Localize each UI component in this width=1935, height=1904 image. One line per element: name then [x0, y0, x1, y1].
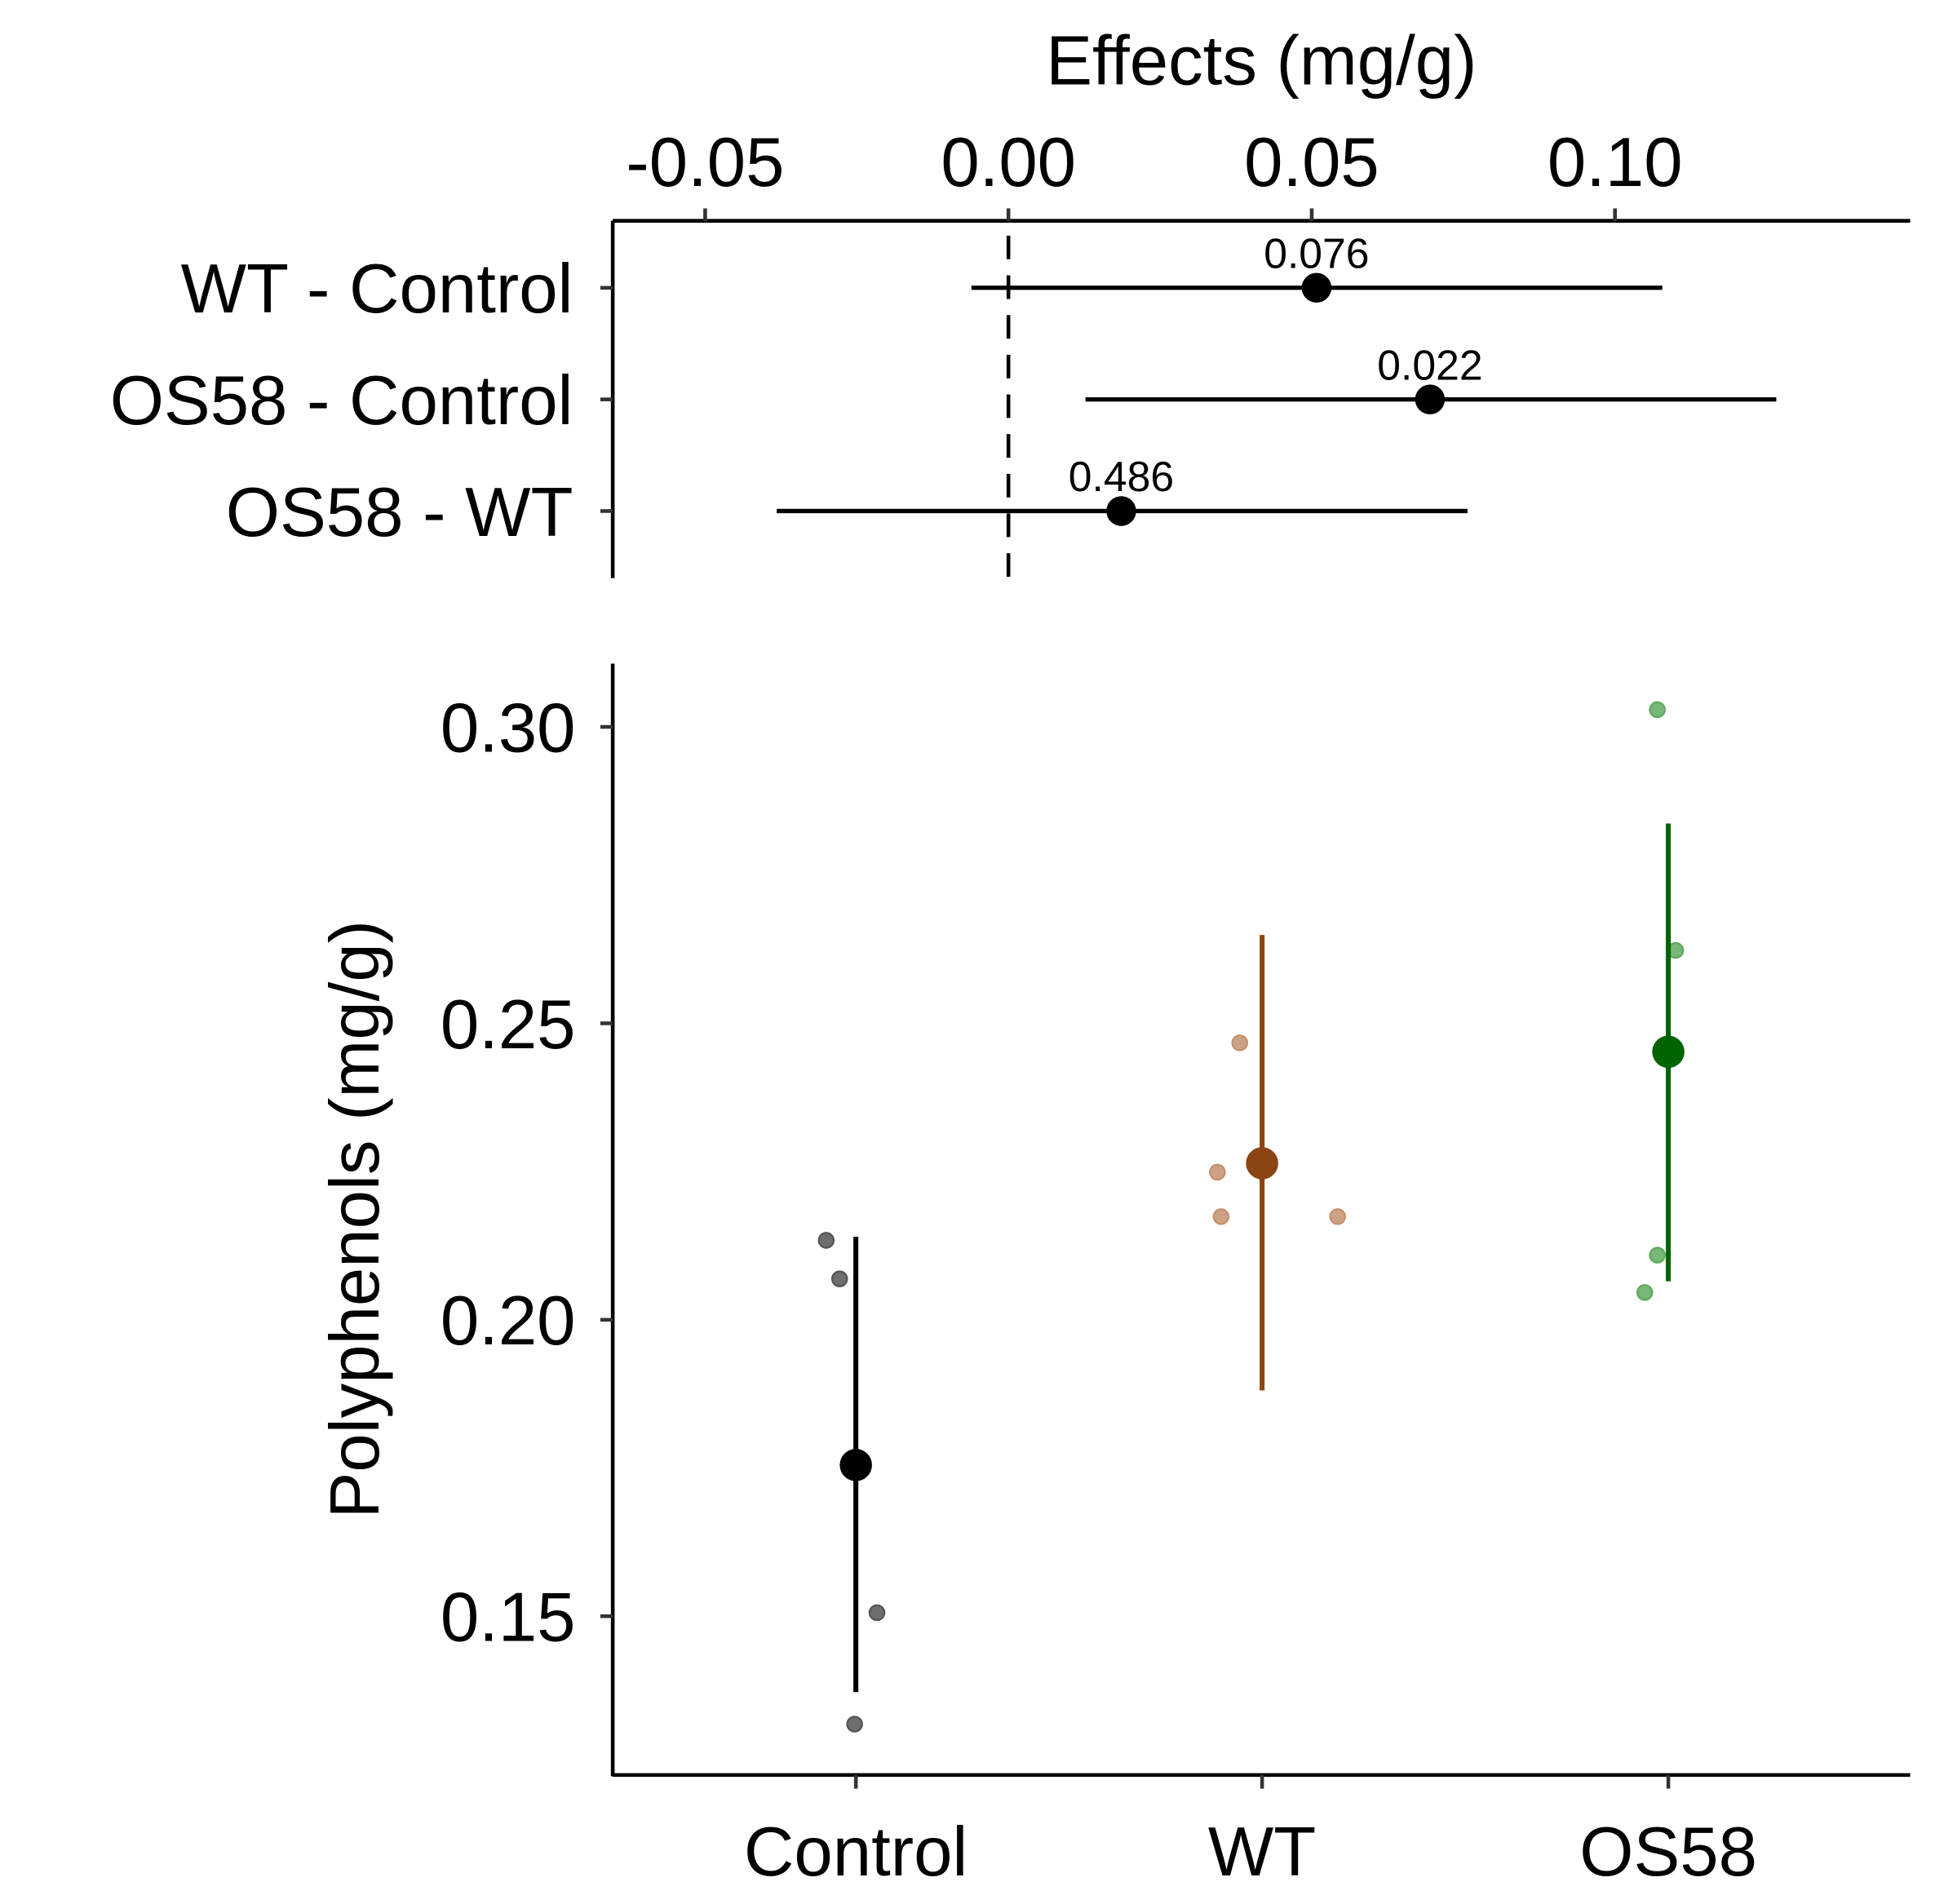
- x-tick-label: WT: [1208, 1813, 1316, 1891]
- observation-point: [1209, 1163, 1226, 1181]
- effects-x-tick-label: -0.05: [626, 124, 784, 201]
- effects-x-tick-label: 0.05: [1244, 124, 1379, 201]
- group-mean-point: [839, 1449, 872, 1481]
- p-value-label: 0.022: [1377, 341, 1482, 388]
- effect-estimate-point: [1106, 496, 1136, 526]
- effects-x-tick-label: 0.10: [1548, 124, 1683, 201]
- y-tick-label: 0.30: [441, 689, 576, 767]
- observation-point: [846, 1716, 863, 1733]
- observation-point: [1649, 1246, 1666, 1264]
- comparison-label: OS58 - WT: [226, 474, 573, 551]
- observation-point: [1636, 1284, 1654, 1301]
- group-mean-point: [1246, 1147, 1278, 1180]
- y-tick-label: 0.15: [441, 1579, 576, 1657]
- p-value-label: 0.486: [1069, 453, 1174, 500]
- observation-point: [1329, 1208, 1347, 1225]
- observation-point: [830, 1270, 848, 1287]
- observation-point: [817, 1232, 835, 1249]
- observation-point: [1649, 701, 1666, 719]
- observation-point: [1231, 1034, 1248, 1052]
- effects-panel: Effects (mg/g) -0.05 0.00 0.05 0.10 WT - Con…: [110, 22, 1911, 578]
- x-tick-label: OS58: [1579, 1813, 1757, 1891]
- observation-point: [1212, 1208, 1230, 1225]
- observation-point: [868, 1604, 886, 1622]
- y-axis-title: Polyphenols (mg/g): [317, 920, 394, 1518]
- y-tick-label: 0.25: [441, 986, 576, 1064]
- polyphenols-panel: Polyphenols (mg/g) 0.15 0.20 0.25 0.30 Contr…: [317, 663, 1911, 1891]
- effect-estimate-point: [1415, 384, 1446, 414]
- x-tick-label: Control: [744, 1813, 968, 1891]
- y-tick-label: 0.20: [441, 1282, 576, 1360]
- effects-axis-title: Effects (mg/g): [1046, 22, 1477, 100]
- group-mean-point: [1652, 1035, 1685, 1069]
- p-value-label: 0.076: [1264, 229, 1369, 277]
- comparison-label: WT - Control: [181, 250, 573, 328]
- effects-x-tick-label: 0.00: [941, 124, 1076, 201]
- comparison-label: OS58 - Control: [110, 362, 573, 440]
- effect-estimate-point: [1301, 272, 1332, 303]
